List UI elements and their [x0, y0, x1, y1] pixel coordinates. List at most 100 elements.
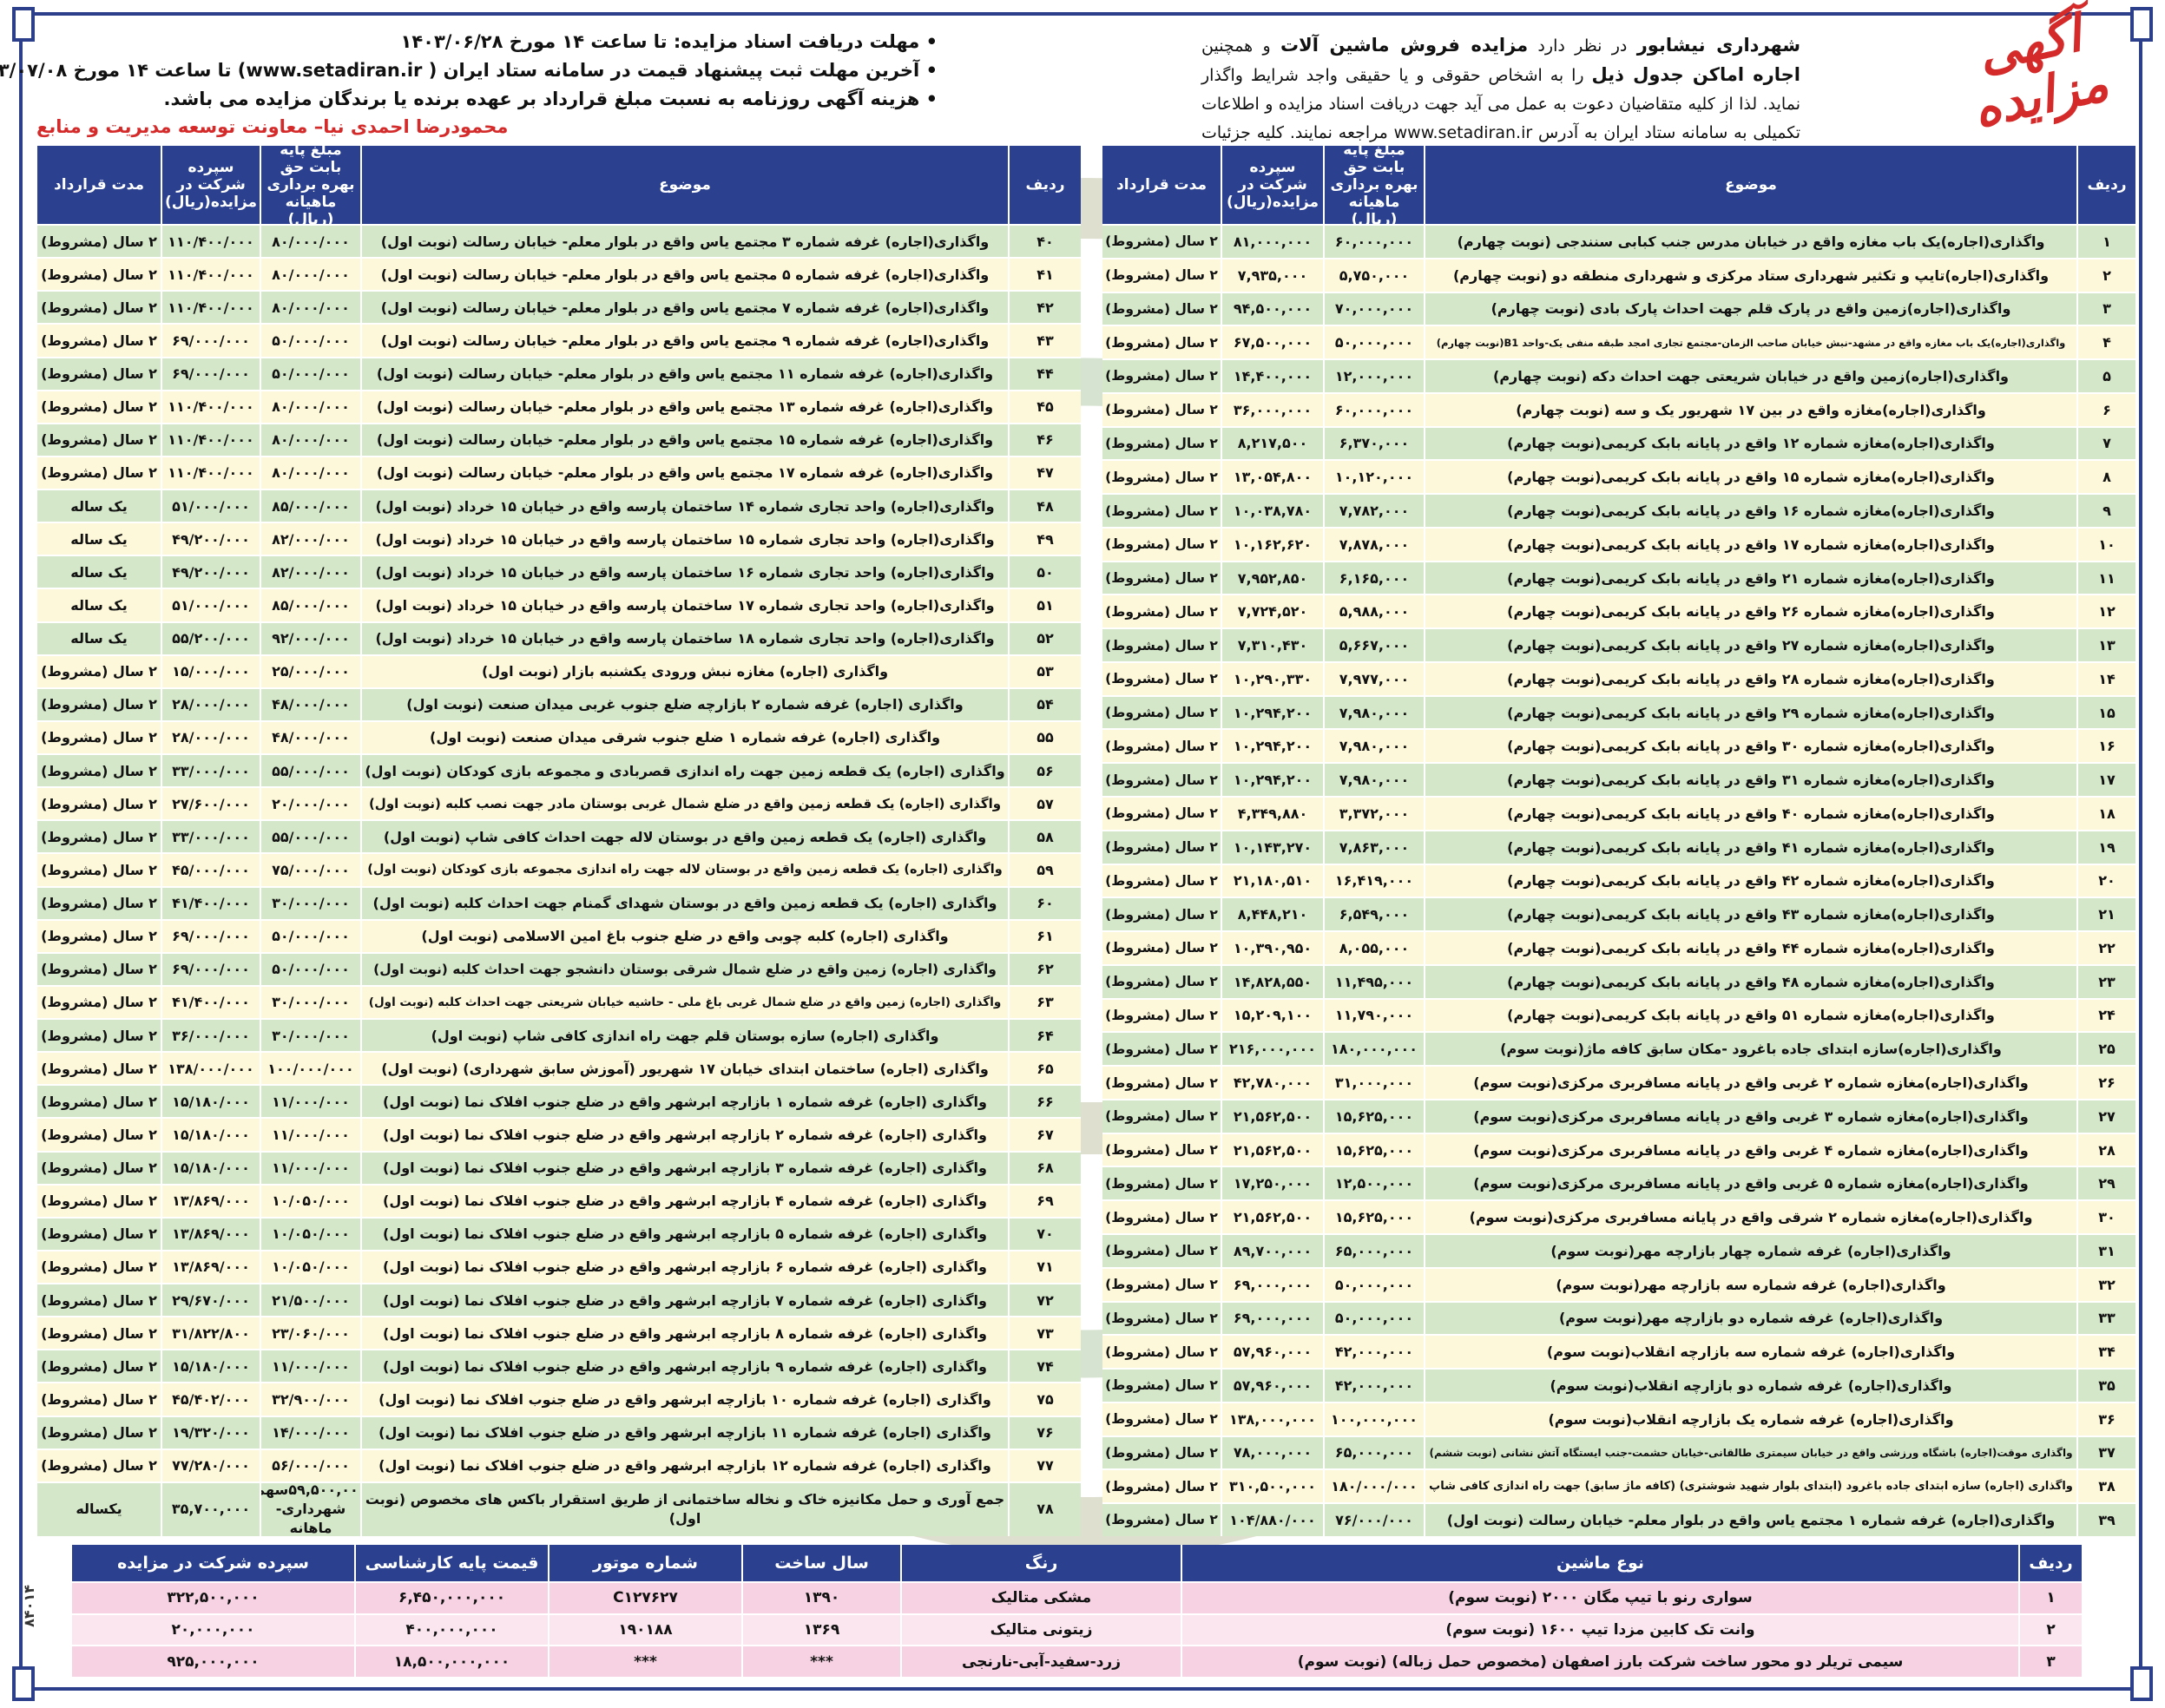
frame-corner [12, 1666, 35, 1701]
contract-duration: ۲ سال (مشروط) [1105, 1310, 1218, 1326]
base-amount: ۱۴/۰۰۰/۰۰۰ [260, 1416, 360, 1449]
table-header: ردیف موضوع مبلغ پایه بابت حق بهره برداری م… [1102, 141, 2135, 228]
vehicle-deposit: ۳۲۲,۵۰۰,۰۰۰ [167, 1589, 260, 1607]
row-number: ۱۰ [2076, 528, 2135, 561]
table-row: ۴۷ واگذاری(اجاره) غرفه شماره ۱۷ مجتمع یاس… [37, 455, 1081, 489]
contract-duration: ۲ سال (مشروط) [1105, 940, 1218, 956]
contract-duration: ۲ سال (مشروط) [41, 1457, 157, 1475]
row-number: ۵۴ [1008, 688, 1081, 720]
subject: واگذاری موقت(اجاره) باشگاه ورزشی واقع در… [1424, 1436, 2076, 1469]
deposit: ۲۹/۶۷۰/۰۰۰ [161, 1284, 260, 1317]
deposit: ۱۵/۱۸۰/۰۰۰ [161, 1119, 260, 1151]
deposit: ۱۰,۱۶۲,۶۲۰ [1221, 528, 1323, 561]
row-number: ۷۱ [1008, 1251, 1081, 1283]
contract-duration: ۲ سال (مشروط) [41, 431, 157, 449]
subject: واگذاری(اجاره)مغازه شماره ۵۱ واقع در پای… [1424, 999, 2076, 1032]
deposit: ۳۵,۷۰۰,۰۰۰ [161, 1482, 260, 1537]
base-amount: ۶۰,۰۰۰,۰۰۰ [1323, 226, 1424, 258]
contract-duration: ۲ سال (مشروط) [41, 994, 157, 1011]
row-number: ۲۴ [2076, 999, 2135, 1032]
contract-duration: یک ساله [70, 563, 128, 581]
header-subject: موضوع [360, 146, 1008, 224]
subject: واگذاری(اجاره)مغازه شماره ۲۱ واقع در پای… [1424, 562, 2076, 595]
table-row: ۶۰ واگذاری (اجاره) یک قطعه زمین واقع در ب… [37, 885, 1081, 919]
row-number: ۳ [2076, 292, 2135, 325]
row-number: ۶۸ [1008, 1152, 1081, 1184]
header-no: ردیف [2076, 146, 2135, 224]
row-number: ۵۹ [1008, 854, 1081, 886]
deposit: ۶۷,۵۰۰,۰۰۰ [1221, 326, 1323, 359]
table-row: ۱۷ واگذاری(اجاره)مغازه شماره ۳۱ واقع در پ… [1102, 762, 2135, 797]
row-number: ۵۰ [1008, 556, 1081, 588]
row-number: ۳۰ [2076, 1201, 2135, 1233]
row-number: ۷ [2076, 427, 2135, 460]
table-row: ۵۷ واگذاری (اجاره) یک قطعه زمین واقع در ض… [37, 786, 1081, 820]
contract-duration: ۲ سال (مشروط) [1105, 705, 1218, 721]
subject: واگذاری(اجاره)مغازه شماره ۱۵ واقع در پای… [1424, 461, 2076, 494]
header-deposit: سپرده شرکت در مزایده(ریال) [1221, 146, 1323, 224]
table-row: ۲۰ واگذاری(اجاره)مغازه شماره ۴۲ واقع در پ… [1102, 863, 2135, 897]
subject: واگذاری(اجاره) غرفه شماره ۱۱ مجتمع یاس و… [360, 358, 1008, 390]
contract-duration: ۲ سال (مشروط) [41, 895, 157, 912]
deposit: ۱۳/۸۶۹/۰۰۰ [161, 1185, 260, 1217]
deposit: ۶۹/۰۰۰/۰۰۰ [161, 325, 260, 357]
deposit: ۱۰,۱۴۳,۲۷۰ [1221, 831, 1323, 864]
base-amount: ۱۵,۶۲۵,۰۰۰ [1323, 1100, 1424, 1133]
base-amount: ۵,۷۵۰,۰۰۰ [1323, 259, 1424, 292]
subject: واگذاری(اجاره) غرفه شماره ۱۷ مجتمع یاس و… [360, 457, 1008, 489]
header-deposit: سپرده شرکت در مزایده [117, 1554, 309, 1573]
deposit: ۱۵,۲۰۹,۱۰۰ [1221, 999, 1323, 1032]
contract-duration: ۲ سال (مشروط) [41, 928, 157, 945]
row-number: ۶۴ [1008, 1020, 1081, 1052]
contract-duration: ۲ سال (مشروط) [41, 299, 157, 316]
contract-duration: ۲ سال (مشروط) [1105, 536, 1218, 553]
base-amount: ۵,۶۶۷,۰۰۰ [1323, 629, 1424, 661]
contract-duration: ۲ سال (مشروط) [1105, 233, 1218, 250]
table-row: ۶۸ واگذاری (اجاره) غرفه شماره ۳ بازارچه ا… [37, 1150, 1081, 1184]
table-row: ۱۰ واگذاری(اجاره)مغازه شماره ۱۷ واقع در پ… [1102, 526, 2135, 561]
deposit: ۲۱,۵۶۲,۵۰۰ [1221, 1100, 1323, 1133]
deposit: ۳۱۰,۵۰۰,۰۰۰ [1221, 1470, 1323, 1503]
contract-duration: ۲ سال (مشروط) [1105, 1478, 1218, 1494]
deposit: ۱۰,۳۹۰,۹۵۰ [1221, 932, 1323, 964]
base-amount: ۶,۱۶۵,۰۰۰ [1323, 562, 1424, 595]
contract-duration: ۲ سال (مشروط) [41, 1357, 157, 1375]
row-number: ۴۲ [1008, 292, 1081, 324]
header-type: نوع ماشین [1181, 1545, 2018, 1581]
table-row: ۹ واگذاری(اجاره)مغازه شماره ۱۶ واقع در پا… [1102, 493, 2135, 527]
base-amount: ۲۳/۰۶۰/۰۰۰ [260, 1317, 360, 1350]
contract-duration: ۲ سال (مشروط) [1105, 974, 1218, 990]
row-number: ۱۳ [2076, 629, 2135, 661]
table-row: ۳۱ واگذاری(اجاره) غرفه شماره چهار بازارچه… [1102, 1232, 2135, 1267]
table-row: ۴۴ واگذاری(اجاره) غرفه شماره ۱۱ مجتمع یاس… [37, 356, 1081, 390]
deposit: ۱۷,۲۵۰,۰۰۰ [1221, 1167, 1323, 1200]
subject: واگذاری (اجاره) کلبه چوبی واقع در ضلع جن… [360, 920, 1008, 952]
subject: واگذاری(اجاره)مغازه شماره ۲ غربی واقع در… [1424, 1067, 2076, 1099]
contract-duration: ۲ سال (مشروط) [1105, 368, 1218, 384]
deposit: ۵۱/۰۰۰/۰۰۰ [161, 589, 260, 621]
deposit: ۷,۹۵۲,۸۵۰ [1221, 562, 1323, 595]
base-amount: ۵۰/۰۰۰/۰۰۰ [260, 325, 360, 357]
deposit: ۶۹/۰۰۰/۰۰۰ [161, 920, 260, 952]
deposit: ۵۵/۲۰۰/۰۰۰ [161, 622, 260, 654]
deposit: ۱۳,۰۵۴,۸۰۰ [1221, 461, 1323, 494]
subject: واگذاری (اجاره) غرفه شماره ۱۰ بازارچه اب… [360, 1383, 1008, 1416]
contract-duration: ۲ سال (مشروط) [41, 1390, 157, 1408]
table-row: ۳۶ واگذاری(اجاره) غرفه شماره یک بازارچه ا… [1102, 1401, 2135, 1435]
base-amount: ۴۲,۰۰۰,۰۰۰ [1323, 1370, 1424, 1402]
contract-duration: ۲ سال (مشروط) [41, 398, 157, 416]
row-number: ۴۱ [1008, 259, 1081, 291]
table-row: ۲۲ واگذاری(اجاره)مغازه شماره ۴۴ واقع در پ… [1102, 930, 2135, 964]
deposit: ۶۹/۰۰۰/۰۰۰ [161, 953, 260, 985]
table-row: ۴۱ واگذاری(اجاره) غرفه شماره ۵ مجتمع یاس … [37, 257, 1081, 291]
table-row: ۷۲ واگذاری (اجاره) غرفه شماره ۷ بازارچه ا… [37, 1283, 1081, 1317]
base-amount: ۱۰/۰۵۰/۰۰۰ [260, 1218, 360, 1250]
base-amount: ۴۸/۰۰۰/۰۰۰ [260, 721, 360, 753]
contract-duration: ۲ سال (مشروط) [41, 961, 157, 978]
vehicle-year: ۱۳۶۹ [741, 1614, 900, 1646]
contract-duration: ۲ سال (مشروط) [1105, 267, 1218, 284]
base-amount: ۸,۰۵۵,۰۰۰ [1323, 932, 1424, 964]
table-row: ۲۳ واگذاری(اجاره)مغازه شماره ۴۸ واقع در پ… [1102, 963, 2135, 998]
header-no: ردیف [2018, 1545, 2082, 1581]
table-row: ۳۴ واگذاری(اجاره) غرفه شماره سه بازارچه ا… [1102, 1334, 2135, 1369]
